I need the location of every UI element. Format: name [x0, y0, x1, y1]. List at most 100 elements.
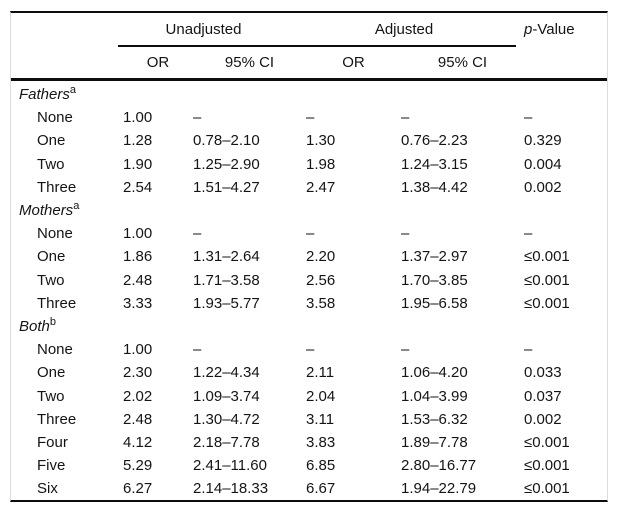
table-row: Three 2.54 1.51–4.27 2.47 1.38–4.42 0.00… — [11, 176, 607, 199]
or-unadjusted-value: 5.29 — [123, 457, 153, 475]
section-label: Fathersa — [11, 84, 123, 104]
spanner-rule — [118, 45, 516, 47]
row-label: None — [37, 109, 73, 127]
ci-adjusted-value: 1.53–6.32 — [401, 410, 468, 428]
ci-adjusted-value: – — [401, 109, 410, 127]
p-value: 0.033 — [524, 364, 562, 382]
row-label: Two — [37, 271, 65, 289]
p-value: ≤0.001 — [524, 294, 570, 312]
ci-unadjusted-value: 2.18–7.78 — [193, 433, 260, 451]
column-header-ci-unadjusted: 95% CI — [224, 54, 275, 71]
row-label: Two — [37, 155, 65, 173]
or-adjusted-value: 3.58 — [306, 294, 336, 312]
p-value: 0.329 — [524, 132, 562, 150]
table-row: Two 1.90 1.25–2.90 1.98 1.24–3.15 0.004 — [11, 153, 607, 176]
section-label-text: Both — [19, 317, 50, 335]
row-label: One — [37, 248, 66, 266]
or-adjusted-value: 3.83 — [306, 433, 336, 451]
ci-adjusted-value: 1.04–3.99 — [401, 387, 468, 405]
p-value: ≤0.001 — [524, 433, 570, 451]
row-label: Four — [37, 433, 68, 451]
section-label-text: Fathers — [19, 86, 70, 104]
row-label: Three — [37, 294, 77, 312]
p-value: ≤0.001 — [524, 480, 570, 498]
p-value: ≤0.001 — [524, 248, 570, 266]
ci-unadjusted-value: 1.09–3.74 — [193, 387, 260, 405]
or-unadjusted-value: 1.00 — [123, 225, 153, 243]
ci-unadjusted-value: 2.41–11.60 — [193, 457, 267, 475]
row-label: Five — [37, 457, 66, 475]
or-unadjusted-value: 2.48 — [123, 410, 153, 428]
column-header-or-adjusted: OR — [342, 54, 365, 71]
ci-unadjusted-value: 1.22–4.34 — [193, 364, 260, 382]
ci-adjusted-value: – — [401, 341, 410, 359]
column-group-adjusted: Adjusted — [374, 20, 434, 38]
p-value-suffix: -Value — [532, 20, 575, 38]
or-unadjusted-value: 2.02 — [123, 387, 153, 405]
row-label: Two — [37, 387, 65, 405]
or-adjusted-value: 2.11 — [306, 364, 335, 382]
ci-unadjusted-value: 1.71–3.58 — [193, 271, 260, 289]
ci-adjusted-value: 1.95–6.58 — [401, 294, 468, 312]
table-row: None 1.00 – – – – — [11, 338, 607, 361]
p-value: ≤0.001 — [524, 271, 570, 289]
table-row: Three 2.48 1.30–4.72 3.11 1.53–6.32 0.00… — [11, 408, 607, 431]
ci-adjusted-value: 1.37–2.97 — [401, 248, 468, 266]
or-unadjusted-value: 3.33 — [123, 294, 153, 312]
ci-unadjusted-value: 1.30–4.72 — [193, 410, 260, 428]
or-unadjusted-value: 2.54 — [123, 178, 153, 196]
footnote-marker: a — [69, 84, 76, 97]
column-header-or-unadjusted: OR — [146, 54, 170, 71]
ci-adjusted-value: 0.76–2.23 — [401, 132, 468, 150]
table-row: One 1.28 0.78–2.10 1.30 0.76–2.23 0.329 — [11, 129, 607, 152]
or-adjusted-value: – — [306, 225, 315, 243]
ci-adjusted-value: 1.70–3.85 — [401, 271, 468, 289]
or-unadjusted-value: 1.00 — [123, 341, 153, 359]
or-adjusted-value: 2.04 — [306, 387, 336, 405]
ci-unadjusted-value: 1.93–5.77 — [193, 294, 260, 312]
section-label-text: Mothers — [19, 202, 74, 220]
or-unadjusted-value: 1.90 — [123, 155, 153, 173]
p-value: ≤0.001 — [524, 457, 570, 475]
table-row: Three 3.33 1.93–5.77 3.58 1.95–6.58 ≤0.0… — [11, 292, 607, 315]
or-adjusted-value: – — [306, 341, 315, 359]
p-value: – — [524, 225, 533, 243]
table-header-groups: Unadjusted Adjusted p-Value — [11, 13, 607, 45]
ci-adjusted-value: 1.06–4.20 — [401, 364, 468, 382]
ci-adjusted-value: 1.38–4.42 — [401, 178, 468, 196]
table-row: One 2.30 1.22–4.34 2.11 1.06–4.20 0.033 — [11, 361, 607, 384]
table-body: Fathersa None 1.00 – – – – One 1.28 0.78… — [11, 81, 607, 500]
ci-adjusted-value: 2.80–16.77 — [401, 457, 477, 475]
or-adjusted-value: 2.56 — [306, 271, 336, 289]
column-header-p-value: p-Value — [524, 21, 607, 38]
footnote-marker: a — [73, 200, 80, 213]
row-label: Three — [37, 410, 77, 428]
statistics-table: Unadjusted Adjusted p-Value OR 95% CI OR… — [10, 11, 608, 503]
column-group-unadjusted: Unadjusted — [165, 20, 242, 38]
ci-unadjusted-value: – — [193, 341, 202, 359]
ci-unadjusted-value: – — [193, 109, 202, 127]
column-header-ci-adjusted: 95% CI — [437, 54, 488, 71]
table-row: Two 2.02 1.09–3.74 2.04 1.04–3.99 0.037 — [11, 384, 607, 407]
table-row: Four 4.12 2.18–7.78 3.83 1.89–7.78 ≤0.00… — [11, 431, 607, 454]
or-unadjusted-value: 2.30 — [123, 364, 153, 382]
row-label: None — [37, 341, 73, 359]
table-header-columns: OR 95% CI OR 95% CI — [11, 47, 607, 81]
ci-unadjusted-value: 1.31–2.64 — [193, 248, 260, 266]
ci-unadjusted-value: 2.14–18.33 — [193, 480, 269, 498]
or-unadjusted-value: 1.28 — [123, 132, 153, 150]
row-label: None — [37, 225, 73, 243]
ci-adjusted-value: 1.94–22.79 — [401, 480, 477, 498]
p-value: 0.037 — [524, 387, 562, 405]
ci-unadjusted-value: 1.25–2.90 — [193, 155, 260, 173]
section-label: Mothersa — [11, 200, 123, 220]
table-row: Six 6.27 2.14–18.33 6.67 1.94–22.79 ≤0.0… — [11, 477, 607, 500]
ci-adjusted-value: 1.24–3.15 — [401, 155, 468, 173]
ci-adjusted-value: 1.89–7.78 — [401, 433, 468, 451]
or-adjusted-value: 6.85 — [306, 457, 336, 475]
or-unadjusted-value: 4.12 — [123, 433, 153, 451]
or-adjusted-value: 2.47 — [306, 178, 336, 196]
section-label: Bothb — [11, 316, 123, 335]
or-unadjusted-value: 2.48 — [123, 271, 153, 289]
p-value: – — [524, 341, 533, 359]
